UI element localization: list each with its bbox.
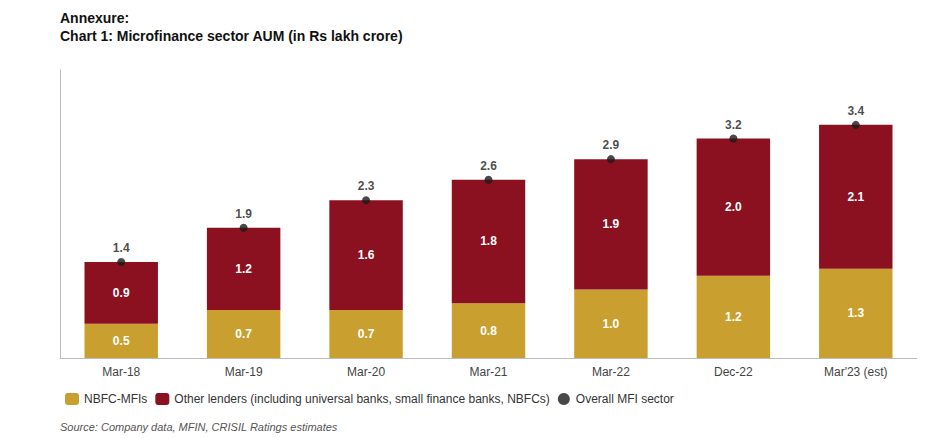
- svg-text:1.6: 1.6: [358, 248, 375, 262]
- svg-text:2.3: 2.3: [358, 179, 375, 193]
- svg-text:Other lenders (including unive: Other lenders (including universal banks…: [174, 392, 550, 406]
- svg-text:2.9: 2.9: [603, 138, 620, 152]
- svg-text:1.9: 1.9: [235, 207, 252, 221]
- svg-text:3.2: 3.2: [725, 118, 742, 132]
- svg-text:1.0: 1.0: [603, 317, 620, 331]
- svg-text:Annexure:: Annexure:: [60, 10, 129, 26]
- svg-text:Mar'23 (est): Mar'23 (est): [824, 365, 888, 379]
- svg-text:0.9: 0.9: [113, 286, 130, 300]
- svg-text:1.9: 1.9: [603, 217, 620, 231]
- svg-text:Dec-22: Dec-22: [714, 365, 753, 379]
- svg-text:2.0: 2.0: [725, 200, 742, 214]
- svg-text:1.4: 1.4: [113, 241, 130, 255]
- svg-text:Chart 1: Microfinance sector A: Chart 1: Microfinance sector AUM (in Rs …: [60, 28, 403, 44]
- svg-text:NBFC-MFIs: NBFC-MFIs: [84, 392, 147, 406]
- svg-text:Mar-22: Mar-22: [592, 365, 630, 379]
- svg-text:Mar-18: Mar-18: [102, 365, 140, 379]
- svg-text:0.5: 0.5: [113, 334, 130, 348]
- svg-text:Mar-21: Mar-21: [469, 365, 507, 379]
- svg-text:0.7: 0.7: [358, 327, 375, 341]
- svg-text:2.6: 2.6: [480, 159, 497, 173]
- svg-text:0.8: 0.8: [480, 324, 497, 338]
- svg-text:3.4: 3.4: [847, 104, 864, 118]
- svg-text:Source: Company data, MFIN, CR: Source: Company data, MFIN, CRISIL Ratin…: [60, 421, 338, 433]
- svg-text:1.8: 1.8: [480, 234, 497, 248]
- svg-text:2.1: 2.1: [847, 190, 864, 204]
- svg-text:Overall MFI sector: Overall MFI sector: [576, 392, 674, 406]
- svg-text:1.2: 1.2: [235, 262, 252, 276]
- svg-text:0.7: 0.7: [235, 327, 252, 341]
- svg-text:Mar-19: Mar-19: [225, 365, 263, 379]
- svg-text:1.3: 1.3: [847, 306, 864, 320]
- svg-text:Mar-20: Mar-20: [347, 365, 385, 379]
- svg-text:1.2: 1.2: [725, 310, 742, 324]
